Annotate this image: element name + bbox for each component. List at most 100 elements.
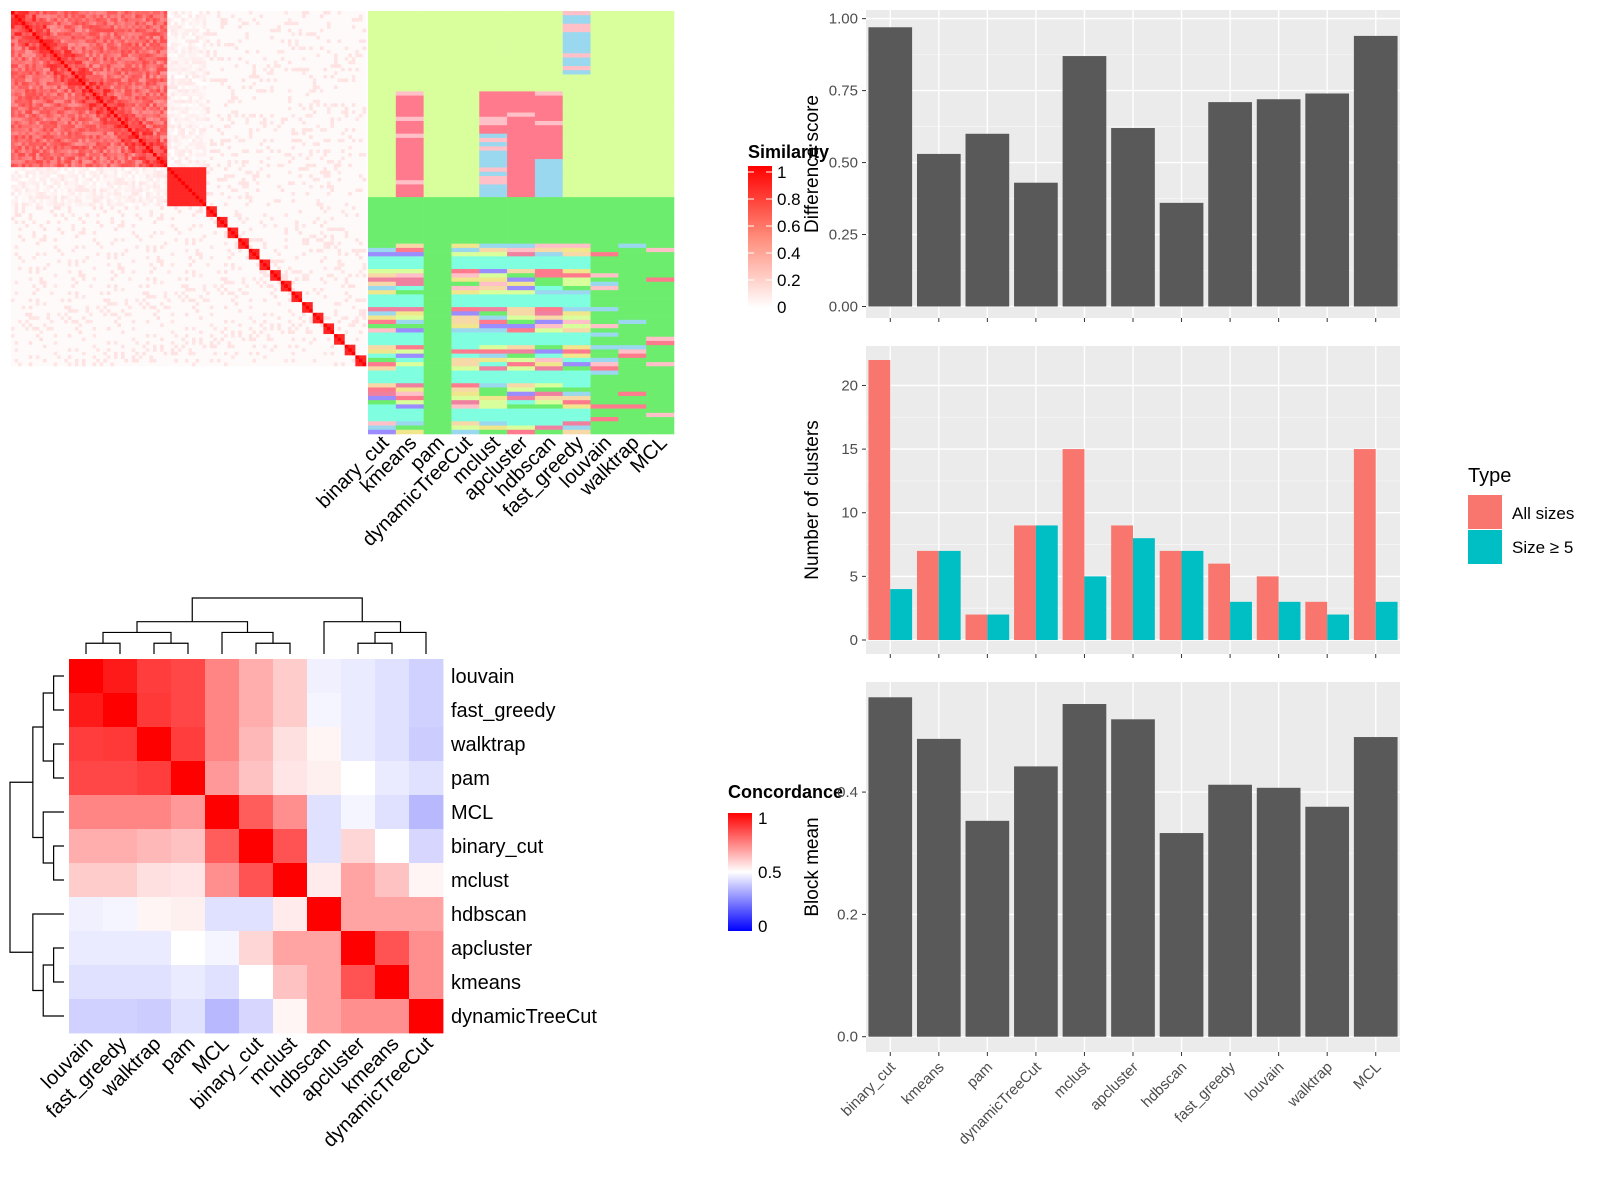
similarity-cell bbox=[138, 25, 143, 30]
similarity-cell bbox=[124, 42, 129, 47]
similarity-cell bbox=[113, 92, 118, 97]
similarity-cell bbox=[181, 53, 186, 58]
similarity-cell bbox=[138, 184, 143, 189]
similarity-cell bbox=[92, 85, 97, 90]
similarity-cell bbox=[18, 160, 22, 164]
similarity-cell bbox=[188, 53, 193, 58]
similarity-cell bbox=[121, 149, 125, 154]
similarity-cell bbox=[64, 42, 69, 47]
similarity-cell bbox=[85, 35, 90, 40]
similarity-cell bbox=[135, 124, 140, 129]
similarity-cell bbox=[358, 53, 363, 58]
similarity-cell bbox=[110, 174, 115, 179]
similarity-cell bbox=[156, 25, 161, 30]
similarity-cell bbox=[57, 92, 61, 97]
similarity-cell bbox=[330, 106, 335, 111]
similarity-cell bbox=[145, 28, 150, 33]
similarity-cell bbox=[298, 142, 303, 147]
similarity-cell bbox=[184, 124, 189, 129]
similarity-cell bbox=[302, 82, 306, 86]
similarity-cell bbox=[71, 106, 76, 111]
similarity-cell bbox=[96, 181, 101, 186]
similarity-cell bbox=[99, 177, 104, 182]
similarity-cell bbox=[284, 46, 289, 51]
similarity-cell bbox=[103, 163, 108, 168]
similarity-cell bbox=[330, 99, 335, 104]
similarity-cell bbox=[295, 39, 299, 44]
similarity-cell bbox=[89, 21, 93, 26]
similarity-cell bbox=[209, 25, 214, 30]
similarity-cell bbox=[60, 131, 65, 136]
similarity-cell bbox=[266, 18, 271, 22]
similarity-cell bbox=[103, 131, 108, 136]
similarity-cell bbox=[128, 78, 132, 83]
similarity-cell bbox=[192, 153, 196, 157]
similarity-cell bbox=[50, 177, 54, 182]
similarity-cell bbox=[181, 78, 186, 83]
similarity-cell bbox=[21, 21, 26, 26]
similarity-cell bbox=[42, 135, 47, 140]
similarity-cell bbox=[25, 135, 30, 140]
similarity-cell bbox=[227, 131, 232, 136]
similarity-cell bbox=[238, 184, 243, 189]
similarity-cell bbox=[192, 28, 196, 33]
similarity-cell bbox=[238, 145, 243, 150]
similarity-cell bbox=[138, 138, 143, 143]
similarity-cell bbox=[53, 57, 58, 61]
similarity-cell bbox=[18, 121, 22, 125]
similarity-cell bbox=[82, 85, 86, 90]
similarity-cell bbox=[316, 85, 321, 90]
similarity-cell bbox=[174, 96, 179, 101]
similarity-cell bbox=[362, 96, 367, 101]
similarity-cell bbox=[174, 106, 179, 111]
similarity-cell bbox=[50, 39, 54, 44]
similarity-cell bbox=[216, 153, 221, 157]
similarity-cell bbox=[266, 153, 271, 157]
similarity-cell bbox=[355, 85, 360, 90]
similarity-cell bbox=[337, 92, 342, 97]
similarity-cell bbox=[121, 11, 125, 15]
similarity-cell bbox=[82, 64, 86, 69]
similarity-cell bbox=[213, 89, 218, 93]
similarity-cell bbox=[227, 117, 232, 122]
similarity-cell bbox=[202, 35, 207, 40]
similarity-cell bbox=[174, 46, 179, 51]
similarity-cell bbox=[46, 11, 51, 15]
similarity-cell bbox=[103, 110, 108, 115]
similarity-cell bbox=[284, 35, 289, 40]
similarity-cell bbox=[224, 149, 228, 154]
similarity-cell bbox=[270, 149, 274, 154]
similarity-cell bbox=[50, 99, 54, 104]
similarity-cell bbox=[128, 110, 132, 115]
similarity-cell bbox=[117, 28, 122, 33]
similarity-cell bbox=[351, 117, 356, 122]
similarity-cell bbox=[89, 85, 93, 90]
similarity-cell bbox=[99, 103, 104, 108]
similarity-cell bbox=[184, 117, 189, 122]
similarity-cell bbox=[57, 167, 61, 172]
similarity-cell bbox=[195, 113, 200, 118]
similarity-cell bbox=[106, 82, 111, 86]
similarity-cell bbox=[103, 18, 108, 22]
similarity-cell bbox=[138, 57, 143, 61]
similarity-cell bbox=[344, 177, 349, 182]
similarity-cell bbox=[138, 160, 143, 164]
similarity-cell bbox=[284, 131, 289, 136]
similarity-cell bbox=[287, 50, 292, 54]
similarity-cell bbox=[124, 21, 129, 26]
similarity-cell bbox=[124, 67, 129, 72]
similarity-cell bbox=[142, 156, 147, 161]
similarity-cell bbox=[89, 145, 93, 150]
similarity-cell bbox=[330, 18, 335, 22]
similarity-cell bbox=[181, 142, 186, 147]
similarity-cell bbox=[142, 181, 147, 186]
similarity-cell bbox=[334, 142, 338, 147]
similarity-cell bbox=[284, 160, 289, 164]
similarity-cell bbox=[117, 106, 122, 111]
similarity-cell bbox=[227, 156, 232, 161]
similarity-cell bbox=[53, 99, 58, 104]
similarity-cell bbox=[21, 42, 26, 47]
similarity-cell bbox=[355, 128, 360, 132]
similarity-cell bbox=[92, 18, 97, 22]
similarity-cell bbox=[121, 67, 125, 72]
